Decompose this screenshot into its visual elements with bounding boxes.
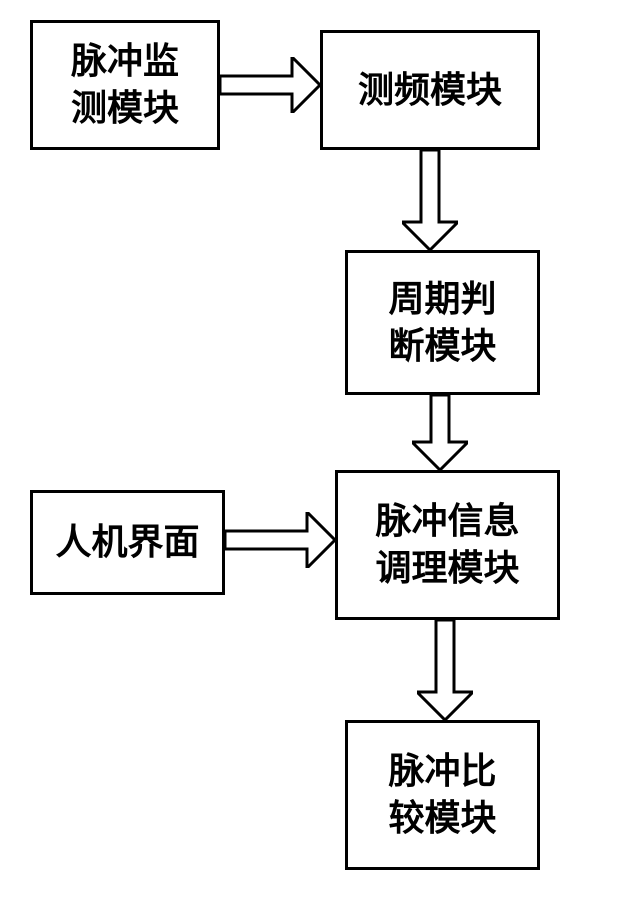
node-label: 周期判 断模块	[388, 276, 496, 370]
arrow-freq-measure-to-period-judge	[402, 150, 458, 250]
node-label: 人机界面	[55, 519, 199, 566]
node-freq-measure: 测频模块	[320, 30, 540, 150]
node-label: 脉冲信息 调理模块	[375, 498, 519, 592]
node-label: 脉冲比 较模块	[388, 748, 496, 842]
node-pulse-info: 脉冲信息 调理模块	[335, 470, 560, 620]
node-pulse-monitoring: 脉冲监 测模块	[30, 20, 220, 150]
node-hmi: 人机界面	[30, 490, 225, 595]
node-period-judge: 周期判 断模块	[345, 250, 540, 395]
node-pulse-compare: 脉冲比 较模块	[345, 720, 540, 870]
arrow-period-judge-to-pulse-info	[412, 395, 468, 470]
arrow-pulse-monitoring-to-freq-measure	[220, 57, 320, 113]
arrow-pulse-info-to-pulse-compare	[417, 620, 473, 720]
node-label: 脉冲监 测模块	[71, 38, 179, 132]
node-label: 测频模块	[358, 67, 502, 114]
arrow-hmi-to-pulse-info	[225, 512, 335, 568]
